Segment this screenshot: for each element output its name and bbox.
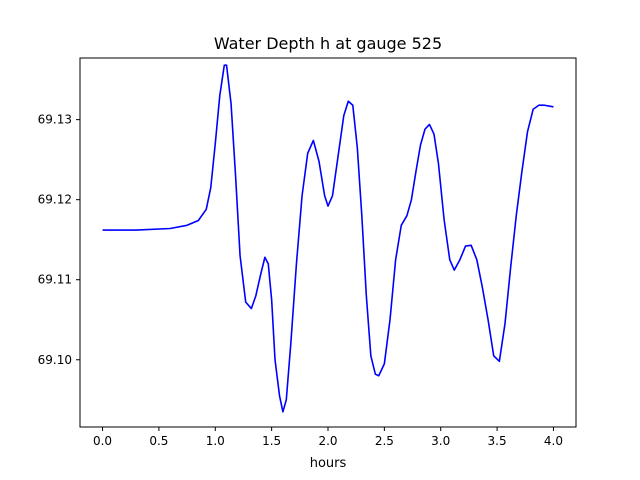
series-line-0 (102, 64, 554, 413)
y-axis: 69.10 69.11 69.12 69.13 (38, 113, 80, 367)
x-tick-label: 1.5 (262, 434, 281, 448)
x-tick-label: 2.0 (318, 434, 337, 448)
y-tick-label: 69.10 (38, 353, 72, 367)
chart-title: Water Depth h at gauge 525 (214, 34, 442, 53)
x-tick-label: 0.5 (149, 434, 168, 448)
x-tick-label: 4.0 (544, 434, 563, 448)
x-axis: 0.0 0.5 1.0 1.5 2.0 2.5 3.0 3.5 4.0 (93, 427, 563, 448)
x-tick-label: 3.0 (431, 434, 450, 448)
y-tick-label: 69.11 (38, 273, 72, 287)
x-axis-label: hours (310, 456, 347, 471)
axes-frame (79, 57, 577, 428)
x-tick-label: 0.0 (93, 434, 112, 448)
x-tick-label: 1.0 (206, 434, 225, 448)
plot-area (102, 64, 554, 413)
y-tick-label: 69.12 (38, 193, 72, 207)
x-tick-label: 2.5 (375, 434, 394, 448)
y-tick-label: 69.13 (38, 113, 72, 127)
x-tick-label: 3.5 (488, 434, 507, 448)
